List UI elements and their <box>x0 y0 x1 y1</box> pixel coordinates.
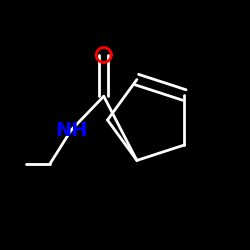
Text: NH: NH <box>55 120 88 140</box>
